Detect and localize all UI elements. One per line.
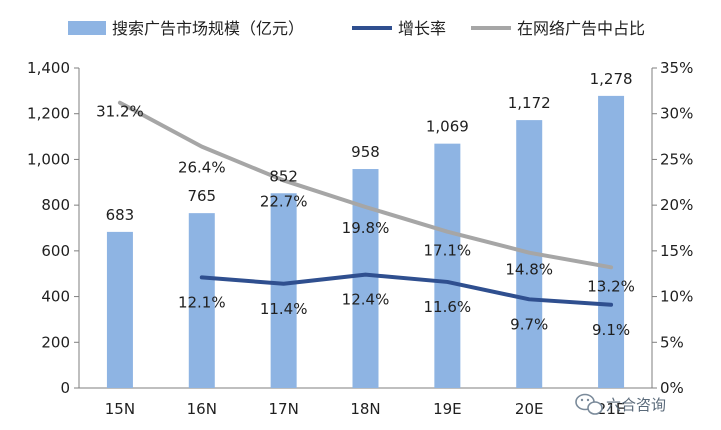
axes: 0 200 400 600 800 1,000 1,200 1,400 0% 5% 10% 15% 20… <box>27 59 693 418</box>
growth-rate-label: 11.4% <box>260 300 308 318</box>
growth-rate-label: 12.4% <box>342 291 390 309</box>
share-label: 22.7% <box>260 192 308 210</box>
growth-rate-line <box>199 272 614 307</box>
bar-value-label: 683 <box>106 206 135 224</box>
x-tick-label: 21E <box>597 400 626 418</box>
share-line <box>117 100 614 270</box>
bar-value-label: 1,278 <box>590 70 633 88</box>
right-tick-label: 25% <box>660 150 693 168</box>
wechat-icon <box>575 393 603 415</box>
share-label: 17.1% <box>424 242 472 260</box>
left-tick-label: 200 <box>41 333 70 351</box>
x-tick-label: 17N <box>268 400 298 418</box>
share-label: 13.2% <box>587 277 635 295</box>
x-tick-label: 16N <box>187 400 217 418</box>
growth-rate-label: 11.6% <box>424 298 472 316</box>
right-tick-label: 30% <box>660 105 693 123</box>
right-tick-label: 20% <box>660 196 693 214</box>
growth-rate-label: 12.1% <box>178 293 226 311</box>
right-tick-label: 5% <box>660 333 684 351</box>
watermark-text: 六合咨询 <box>606 396 666 414</box>
share-label: 26.4% <box>178 159 226 177</box>
bar <box>188 213 215 388</box>
left-tick-label: 400 <box>41 288 70 306</box>
bar <box>270 193 297 388</box>
right-tick-label: 0% <box>660 379 684 397</box>
legend-label: 在网络广告中占比 <box>517 19 645 38</box>
share-label: 19.8% <box>342 219 390 237</box>
left-tick-label: 1,200 <box>27 105 70 123</box>
bars <box>106 95 625 388</box>
growth-rate-label: 9.7% <box>510 315 548 333</box>
bar-value-label: 958 <box>351 143 380 161</box>
x-tick-label: 15N <box>105 400 135 418</box>
bar-value-label: 852 <box>269 167 298 185</box>
left-tick-label: 800 <box>41 196 70 214</box>
bar <box>598 95 625 388</box>
share-label: 31.2% <box>96 103 144 121</box>
legend: 搜索广告市场规模（亿元） 增长率 在网络广告中占比 <box>68 19 645 38</box>
bar-value-label: 1,172 <box>508 94 551 112</box>
right-tick-label: 15% <box>660 242 693 260</box>
share-label: 14.8% <box>505 261 553 279</box>
bar-value-label: 765 <box>187 187 216 205</box>
data-labels: 683 765 852 958 1,069 1,172 1,278 12.1% 11.4% 12.… <box>96 70 635 339</box>
left-tick-label: 600 <box>41 242 70 260</box>
legend-label: 增长率 <box>398 19 446 38</box>
legend-swatch-bar <box>68 21 106 35</box>
left-tick-label: 0 <box>60 379 70 397</box>
left-tick-label: 1,000 <box>27 150 70 168</box>
legend-label: 搜索广告市场规模（亿元） <box>112 19 304 38</box>
x-tick-label: 19E <box>433 400 462 418</box>
x-tick-label: 20E <box>515 400 544 418</box>
bar <box>434 143 461 388</box>
right-tick-label: 10% <box>660 288 693 306</box>
lines <box>117 100 614 307</box>
bar-value-label: 1,069 <box>426 118 469 136</box>
bar <box>352 169 379 388</box>
right-tick-label: 35% <box>660 59 693 77</box>
left-tick-label: 1,400 <box>27 59 70 77</box>
growth-rate-label: 9.1% <box>592 321 630 339</box>
x-tick-label: 18N <box>350 400 380 418</box>
bar <box>106 231 133 388</box>
watermark: 六合咨询 <box>575 393 666 415</box>
